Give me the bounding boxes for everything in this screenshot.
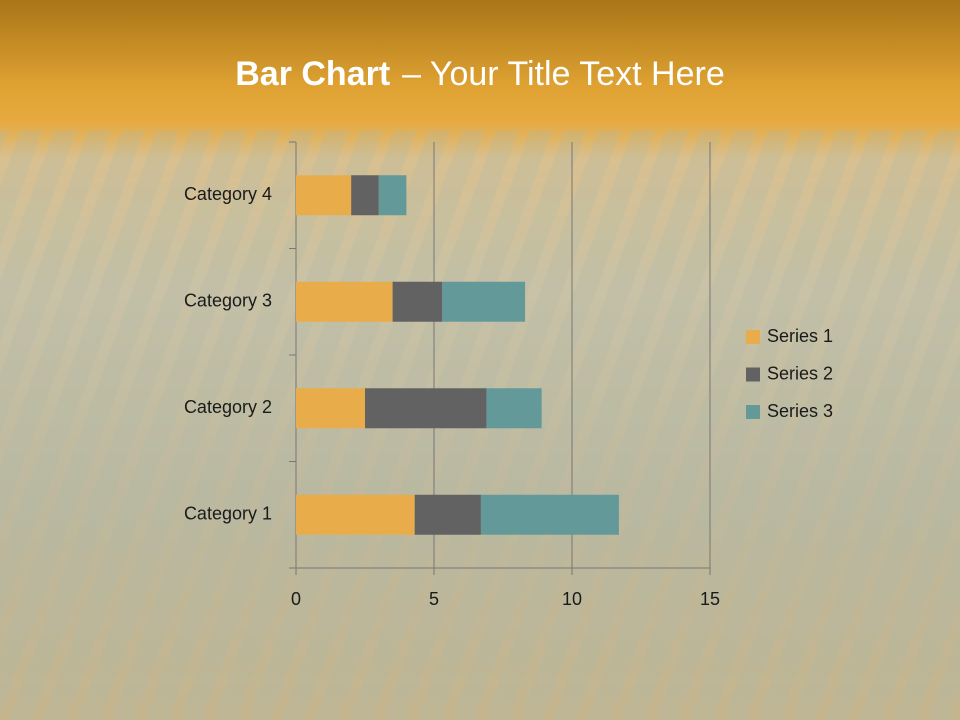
bar-segment	[296, 494, 415, 535]
title-text: – Your Title Text Here	[402, 55, 725, 93]
legend-label: Series 2	[767, 363, 833, 383]
x-tick-label: 5	[429, 589, 439, 609]
bar-segment	[365, 388, 487, 429]
x-tick-label: 10	[562, 589, 582, 609]
y-tick-label: Category 1	[184, 504, 272, 524]
bar-segment	[351, 175, 379, 216]
x-tick-label: 15	[700, 589, 720, 609]
legend-label: Series 1	[767, 326, 833, 346]
bar-segment	[480, 494, 619, 535]
y-tick-label: Category 2	[184, 397, 272, 417]
legend-swatch	[746, 405, 760, 419]
bar-segment	[486, 388, 542, 429]
legend-swatch	[746, 367, 760, 382]
legend-label: Series 3	[767, 401, 833, 421]
slide-title: Bar Chart – Your Title Text Here	[235, 55, 725, 93]
bar-segment	[392, 281, 443, 322]
bar-segment	[442, 281, 526, 322]
y-tick-label: Category 4	[184, 184, 272, 204]
bar-segment	[414, 494, 481, 535]
bar-segment	[296, 388, 365, 429]
legend-swatch	[746, 330, 760, 344]
title-bold: Bar Chart	[235, 55, 390, 93]
y-tick-label: Category 3	[184, 291, 272, 311]
x-tick-label: 0	[291, 589, 301, 609]
bar-segment	[296, 175, 352, 216]
bar-segment	[296, 281, 393, 322]
bar-segment	[378, 175, 407, 216]
